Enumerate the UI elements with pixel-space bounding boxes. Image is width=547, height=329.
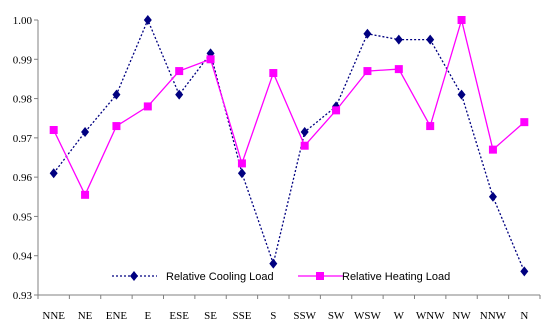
- data-point-square: [488, 145, 497, 154]
- data-point-diamond: [488, 191, 497, 202]
- x-tick-labels: NNE NE ENE E ESE SE SSE S SSW SW WSW W WNW NW NNW N: [42, 310, 528, 322]
- legend-label: Relative Cooling Load: [166, 271, 274, 283]
- data-point-diamond: [520, 266, 529, 277]
- data-point-square: [269, 69, 278, 78]
- legend-marker: [316, 272, 324, 280]
- legend-item: Relative Cooling Load: [112, 271, 274, 283]
- y-tick-label: 0.97: [13, 133, 33, 145]
- y-tick-label: 0.99: [13, 54, 33, 66]
- y-tick-label: 0.93: [13, 290, 33, 302]
- series-line: [53, 17, 525, 197]
- data-point-diamond: [457, 89, 466, 100]
- data-point-diamond: [81, 126, 90, 137]
- x-tick-label: NW: [452, 310, 471, 322]
- x-tick-label: N: [520, 310, 528, 322]
- y-tick-labels: 0.93 0.94 0.95 0.96 0.97 0.98 0.99 1.00: [13, 15, 33, 302]
- y-tick-label: 0.98: [13, 94, 33, 106]
- y-tick-label: 0.94: [13, 251, 33, 263]
- x-tick-label: S: [270, 310, 276, 322]
- data-point-square: [143, 102, 152, 111]
- data-point-square: [300, 141, 309, 150]
- y-tick-label: 0.96: [13, 172, 33, 184]
- data-point-diamond: [269, 258, 278, 269]
- data-point-diamond: [300, 126, 309, 137]
- x-tick-label: SW: [328, 310, 345, 322]
- data-point-diamond: [143, 15, 152, 25]
- x-tick-label: SE: [204, 310, 217, 322]
- x-tick-label: ENE: [106, 310, 128, 322]
- legend-label: Relative Heating Load: [342, 271, 450, 283]
- data-point-square: [81, 190, 90, 199]
- axes: [34, 19, 541, 299]
- series-heating: [49, 16, 529, 199]
- data-point-square: [457, 16, 466, 24]
- x-tick-label: NNW: [480, 310, 507, 322]
- series-layer: [49, 15, 529, 277]
- x-tick-label: E: [144, 310, 151, 322]
- series-cooling: [49, 15, 529, 277]
- data-point-square: [363, 67, 372, 76]
- data-point-square: [112, 122, 121, 131]
- x-tick-label: NNE: [42, 310, 65, 322]
- x-tick-label: SSW: [293, 310, 316, 322]
- data-point-square: [332, 106, 341, 115]
- data-point-square: [426, 122, 435, 131]
- data-point-diamond: [237, 168, 246, 179]
- y-tick-label: 0.95: [13, 211, 33, 223]
- x-tick-label: SSE: [232, 310, 251, 322]
- x-tick-label: ESE: [169, 310, 189, 322]
- x-tick-label: NE: [78, 310, 93, 322]
- y-tick-label: 1.00: [13, 15, 33, 27]
- data-point-diamond: [394, 34, 403, 45]
- data-point-diamond: [175, 89, 184, 100]
- x-tick-label: WSW: [354, 310, 382, 322]
- x-tick-label: WNW: [416, 310, 445, 322]
- data-point-square: [49, 126, 58, 134]
- legend-marker: [130, 271, 138, 281]
- data-point-square: [394, 65, 403, 74]
- data-point-diamond: [49, 168, 58, 179]
- legend: Relative Cooling Load Relative Heating Lo…: [112, 271, 450, 283]
- data-point-diamond: [112, 89, 121, 100]
- data-point-square: [237, 159, 246, 168]
- data-point-square: [206, 55, 215, 64]
- x-tick-label: W: [394, 310, 405, 322]
- legend-item: Relative Heating Load: [298, 271, 450, 283]
- data-point-diamond: [363, 28, 372, 39]
- data-point-square: [175, 67, 184, 76]
- series-line: [53, 18, 525, 272]
- data-point-diamond: [426, 34, 435, 45]
- data-point-square: [520, 118, 529, 127]
